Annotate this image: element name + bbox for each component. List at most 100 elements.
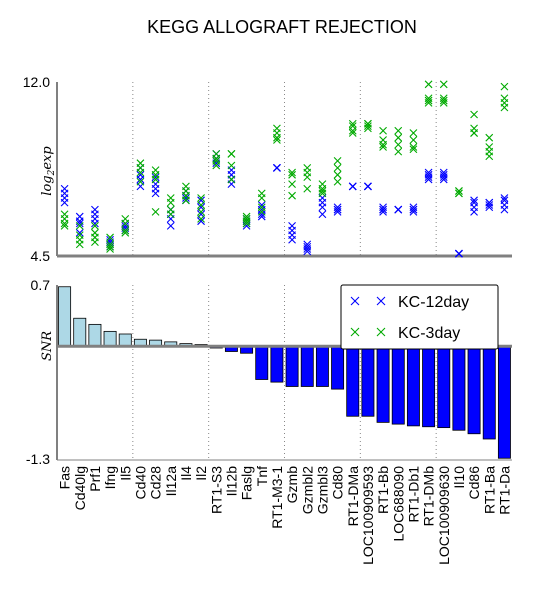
snr-bar-rt1-m3-1: [270, 345, 284, 383]
kc3-point: [333, 163, 342, 172]
kc3-point: [197, 214, 205, 223]
kc12-point: [91, 219, 99, 228]
kc3-point: [485, 133, 494, 142]
kc3-point: [151, 175, 160, 184]
bottom-y-tick-min: -1.3: [26, 451, 50, 467]
kc12-point: [182, 194, 190, 202]
kc3-point: [60, 221, 69, 230]
kc3-point: [379, 126, 387, 135]
x-tick-label: Prf1: [87, 466, 103, 492]
kc3-point: [303, 173, 312, 182]
snr-bar-gzmb: [285, 345, 299, 387]
kc3-point: [439, 96, 448, 105]
kc12-point: [424, 173, 433, 182]
kc12-point: [303, 247, 312, 256]
kc12-point: [273, 163, 281, 172]
kc12-point: [136, 175, 145, 184]
snr-bar-loc100909593: [361, 345, 375, 417]
legend-marker: [376, 296, 386, 306]
x-tick-label: RT1-DMb: [421, 466, 437, 527]
x-tick-label: Il4: [178, 466, 194, 481]
kc3-point: [182, 196, 190, 205]
legend: KC-12day KC-3day: [340, 284, 499, 350]
snr-bar-rt1-bb: [376, 345, 390, 423]
x-tick-label: LOC100909593: [360, 466, 376, 565]
legend-marker: [350, 296, 360, 306]
x-tick-label: Cd40: [132, 466, 148, 500]
snr-bar-loc688090: [391, 345, 405, 425]
x-tick-label: RT1-S3: [208, 466, 224, 514]
kc3-point: [288, 168, 296, 177]
x-tick-label: RT1-DMa: [345, 466, 361, 527]
kc3-point: [439, 98, 448, 107]
kc12-point: [318, 203, 327, 212]
kc3-point: [106, 233, 114, 242]
x-tick-label: Il10: [451, 466, 467, 489]
legend-entries: KC-12day KC-3day: [350, 294, 469, 342]
kc12-point: [75, 228, 84, 237]
snr-bars: [58, 286, 511, 459]
x-tick-label: RT1-Bb: [375, 466, 391, 514]
x-tick-label: Cd86: [466, 466, 482, 500]
kc3-point: [106, 242, 114, 251]
kc3-point: [91, 221, 99, 230]
kc3-point: [121, 219, 130, 228]
snr-bar-rt1-db1: [406, 345, 420, 427]
kc3-point: [394, 126, 403, 135]
top-y-axis-label: log2exp: [40, 146, 57, 196]
kc12-point: [288, 235, 296, 244]
x-tick-label: Il12a: [163, 466, 179, 497]
x-tick-label: Ifng: [102, 466, 118, 489]
kc3-point: [227, 161, 236, 170]
kc12-point: [470, 208, 478, 216]
kc3-point: [348, 126, 357, 135]
kc12-point: [470, 196, 478, 205]
kc3-point: [106, 245, 114, 253]
snr-bar-il10: [452, 345, 466, 431]
chart-title: KEGG ALLOGRAFT REJECTION: [147, 17, 417, 37]
snr-bar-il5: [118, 333, 132, 347]
snr-bar-rt1-ba: [482, 345, 496, 440]
kc3-point: [197, 201, 205, 209]
kc3-point: [409, 143, 418, 151]
kc3-point: [60, 219, 69, 228]
kc3-point: [166, 198, 175, 207]
kc12-point: [409, 205, 418, 214]
kc3-point: [424, 98, 433, 107]
kc12-point: [409, 208, 418, 216]
x-tick-label: RT1-M3-1: [269, 466, 285, 529]
kc3-point: [242, 219, 251, 228]
kc12-point: [333, 208, 342, 216]
kc3-point: [409, 136, 418, 144]
kc3-point: [364, 122, 372, 130]
kc3-point: [303, 184, 312, 193]
kc12-point: [379, 208, 387, 216]
snr-bar-cd40lg: [73, 317, 87, 347]
kc3-point: [273, 136, 281, 144]
kc3-point: [75, 240, 84, 249]
kc3-point: [394, 140, 403, 149]
kc3-point: [151, 208, 160, 216]
kc3-point: [288, 180, 296, 188]
kc3-point: [288, 191, 296, 200]
top-panel-group-separators: [132, 82, 437, 256]
x-tick-label: Gzmbl2: [299, 466, 315, 514]
kc12-point: [364, 182, 372, 191]
snr-bar-prf1: [88, 323, 102, 347]
kc3-point: [288, 170, 296, 179]
kc3-point: [227, 175, 236, 184]
snr-bar-rt1-dma: [346, 345, 360, 417]
legend-marker: [376, 327, 386, 337]
kc12-point: [455, 249, 463, 258]
kc12-point: [197, 217, 205, 226]
kc3-point: [166, 210, 175, 219]
kc12-point: [439, 175, 448, 184]
kc12-point: [60, 198, 69, 207]
kc3-point: [364, 124, 372, 133]
kc3-point: [318, 189, 327, 198]
kc3-point: [455, 189, 463, 198]
kc3-point: [333, 170, 342, 179]
snr-bar-fas: [58, 286, 72, 347]
kc3-point: [242, 217, 251, 226]
x-tick-label: Il12b: [223, 466, 239, 497]
